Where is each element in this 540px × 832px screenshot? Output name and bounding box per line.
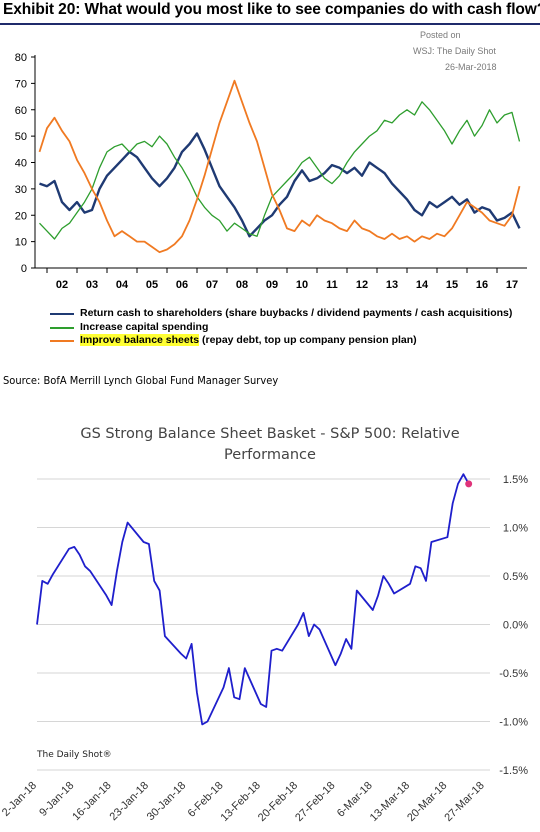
- y-tick-label: 1.5%: [503, 474, 528, 486]
- x-tick-label: 17: [506, 279, 518, 291]
- x-tick-label: 12: [356, 279, 368, 291]
- y-tick-label: 50: [15, 131, 27, 143]
- x-tick-label: 13-Mar-18: [368, 780, 412, 824]
- x-tick-label: 05: [146, 279, 158, 291]
- x-tick-label: 04: [116, 279, 129, 291]
- legend-swatch: [50, 326, 74, 329]
- source-note: Source: BofA Merrill Lynch Global Fund M…: [3, 374, 279, 387]
- y-tick-label: 0.0%: [503, 620, 528, 632]
- cash-flow-survey-chart: 0 10 20 30 40 50 60 70 80 02 03 04 05 06 07 08 09 10 11 12 1…: [15, 52, 527, 291]
- last-point-marker: [465, 480, 473, 488]
- y-tick-label: 20: [15, 210, 27, 222]
- y-tick-label: 80: [15, 52, 27, 64]
- x-tick-label: 06: [176, 279, 188, 291]
- x-tick-label: 16-Jan-18: [70, 780, 114, 824]
- series-line: [36, 473, 470, 726]
- x-tick-label: 13: [386, 279, 398, 291]
- legend-label: Return cash to shareholders: [80, 307, 223, 319]
- y-tick-label: 10: [15, 237, 27, 249]
- x-tick-label: 20-Mar-18: [405, 780, 449, 824]
- x-tick-label: 13-Feb-18: [219, 780, 263, 824]
- x-tick-label: 16: [476, 279, 488, 291]
- x-tick-label: 23-Jan-18: [108, 780, 152, 824]
- legend-label: Improve balance sheets: [80, 334, 200, 346]
- x-tick-label: 02: [56, 279, 68, 291]
- series-line: [39, 132, 521, 238]
- x-tick-label: 09: [266, 279, 278, 291]
- y-tick-label: 0.5%: [503, 571, 528, 583]
- exhibit-title: Exhibit 20: What would you most like to …: [3, 1, 540, 18]
- y-tick-label: -1.0%: [499, 717, 528, 729]
- y-tick-label: 60: [15, 105, 27, 117]
- legend-label-suffix: (repay debt, top up company pension plan…: [199, 334, 417, 346]
- x-tick-label: 20-Feb-18: [256, 780, 300, 824]
- legend-label: Increase capital spending: [80, 320, 209, 333]
- legend-swatch: [50, 313, 74, 315]
- y-tick-label: 40: [15, 158, 27, 170]
- legend-label-suffix: (share buybacks / dividend payments / ca…: [222, 307, 513, 319]
- y-tick-label: 0: [21, 263, 27, 275]
- y-tick-label: -0.5%: [499, 668, 528, 680]
- x-tick-label: 11: [326, 279, 338, 291]
- x-tick-label: 10: [296, 279, 308, 291]
- x-tick-label: 6-Mar-18: [335, 780, 375, 820]
- x-tick-label: 08: [236, 279, 248, 291]
- series-line: [38, 79, 521, 254]
- x-tick-label: 30-Jan-18: [145, 780, 189, 824]
- x-tick-label: 14: [416, 279, 429, 291]
- x-tick-label: 27-Mar-18: [442, 780, 486, 824]
- watermark-source: WSJ: The Daily Shot: [413, 46, 496, 56]
- x-tick-label: 27-Feb-18: [293, 780, 337, 824]
- title-rule: [0, 23, 540, 25]
- watermark-date: 26-Mar-2018: [445, 62, 497, 72]
- watermark-posted-on: Posted on: [420, 30, 461, 40]
- y-tick-label: 30: [15, 184, 27, 196]
- x-tick-label: 15: [446, 279, 458, 291]
- y-tick-label: 70: [15, 78, 27, 90]
- chart2-title: GS Strong Balance Sheet Basket - S&P 500…: [80, 426, 460, 463]
- x-tick-label: 07: [206, 279, 218, 291]
- x-tick-label: 6-Feb-18: [186, 780, 226, 820]
- chart-credit: The Daily Shot®: [37, 750, 112, 760]
- y-tick-label: -1.5%: [499, 765, 528, 777]
- x-tick-label: 2-Jan-18: [0, 780, 39, 819]
- legend-swatch: [50, 340, 74, 342]
- series-line: [39, 101, 521, 240]
- x-tick-label: 03: [86, 279, 98, 291]
- y-tick-label: 1.0%: [503, 523, 528, 535]
- x-tick-label: 9-Jan-18: [37, 780, 76, 819]
